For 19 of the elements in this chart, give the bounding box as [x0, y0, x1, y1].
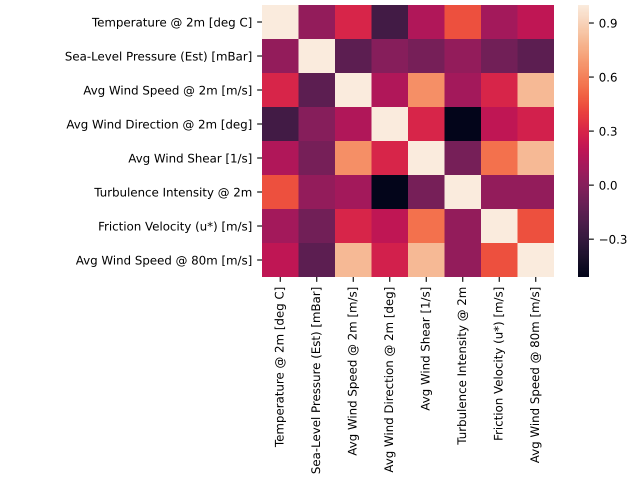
y-tick-label: Friction Velocity (u*) [m/s]: [99, 222, 252, 233]
color-bar-label: 0.9: [600, 18, 617, 28]
x-tick-label: Avg Wind Speed @ 80m [m/s]: [530, 288, 542, 464]
x-tick-label: Avg Wind Shear [1/s]: [420, 288, 432, 411]
color-bar-label: 0.3: [600, 126, 617, 136]
color-bar-label: 0.0: [600, 180, 617, 190]
x-tick-label: Avg Wind Direction @ 2m [deg]: [384, 288, 396, 473]
y-tick-label: Avg Wind Speed @ 80m [m/s]: [76, 256, 252, 267]
y-tick-label: Turbulence Intensity @ 2m: [94, 188, 252, 199]
y-tick-label: Avg Wind Shear [1/s]: [128, 154, 252, 165]
x-tick-label: Friction Velocity (u*) [m/s]: [494, 288, 505, 440]
y-tick-label: Avg Wind Speed @ 2m [m/s]: [83, 86, 252, 97]
y-tick-label: Temperature @ 2m [deg C]: [92, 18, 252, 29]
color-bar-label: −0.3: [600, 234, 626, 244]
x-tick-label: Avg Wind Speed @ 2m [m/s]: [348, 288, 359, 456]
y-tick-label: Avg Wind Direction @ 2m [deg]: [66, 120, 252, 131]
y-tick-label: Sea-Level Pressure (Est) [mBar]: [66, 52, 252, 62]
color-bar-label: 0.6: [600, 72, 617, 82]
x-tick-label: Turbulence Intensity @ 2m: [457, 288, 468, 445]
